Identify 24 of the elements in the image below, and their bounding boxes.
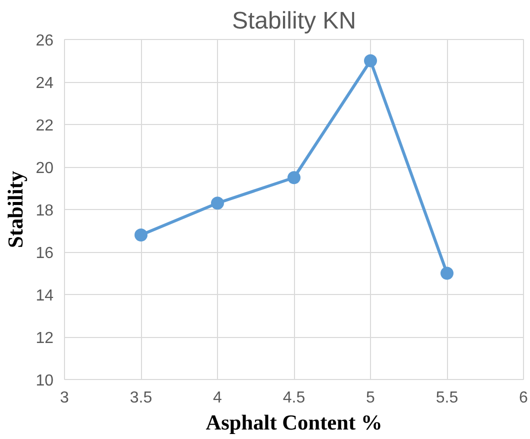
point [440, 266, 454, 280]
x-tick-label: 6 [519, 390, 528, 406]
y-axis-title: Stability [4, 170, 28, 248]
x-axis-title: Asphalt Content % [206, 410, 382, 434]
point [134, 228, 148, 242]
x-tick-label: 4.5 [282, 390, 306, 406]
chart-title: Stability KN [232, 8, 356, 34]
x-tick-label: 4 [213, 390, 222, 406]
x-tick-label: 5 [366, 390, 376, 406]
y-tick-label: 18 [36, 202, 54, 220]
y-tick-label: 26 [36, 32, 54, 50]
y-tick-label: 14 [36, 288, 54, 304]
y-tick-label: 22 [36, 118, 54, 134]
point [288, 171, 300, 184]
y-tick-label: 10 [36, 372, 54, 390]
y-tick-label: 20 [36, 160, 54, 177]
y-tick-label: 16 [36, 245, 54, 262]
x-tick-label: 5.5 [436, 390, 458, 406]
x-tick-label: 3.5 [130, 390, 152, 406]
y-tick-label: 12 [36, 330, 54, 347]
point [364, 54, 377, 68]
y-tick-label: 24 [36, 75, 54, 92]
point [211, 196, 224, 210]
x-tick-label: 3 [60, 390, 70, 406]
